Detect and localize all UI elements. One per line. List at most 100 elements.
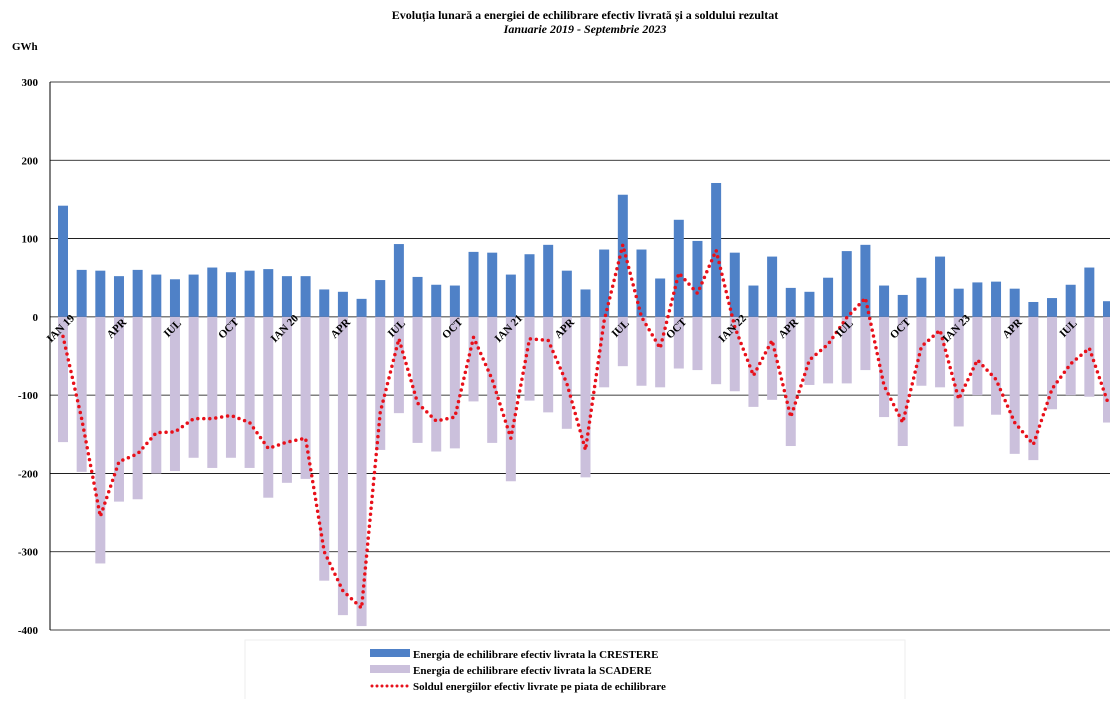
balance-line — [61, 243, 1110, 610]
bar — [916, 316, 927, 386]
bar — [953, 316, 964, 427]
bar — [580, 289, 591, 317]
bar — [1103, 316, 1110, 423]
bar — [225, 316, 236, 458]
bar — [1009, 288, 1020, 317]
bar — [841, 316, 852, 384]
bar — [561, 270, 572, 317]
bar — [729, 252, 740, 317]
x-tick-label: IUL — [386, 318, 408, 340]
bar — [188, 274, 199, 317]
bar — [785, 287, 796, 317]
bar — [207, 267, 218, 317]
bar — [58, 316, 68, 443]
x-tick-label: IUL — [1057, 318, 1079, 340]
bar — [169, 279, 180, 317]
bar — [655, 278, 666, 317]
bar — [524, 316, 535, 401]
bar — [1028, 316, 1039, 461]
bar — [337, 316, 348, 616]
bar — [916, 277, 927, 317]
bar — [356, 316, 367, 627]
bar — [393, 316, 404, 414]
y-axis-label: GWh — [12, 41, 38, 53]
bar — [935, 256, 946, 317]
bar — [1103, 301, 1110, 317]
bar — [1084, 316, 1095, 397]
bar — [935, 316, 946, 388]
bar — [636, 316, 647, 386]
bar — [599, 316, 610, 388]
bar — [281, 276, 292, 317]
bar — [113, 276, 124, 317]
bar — [692, 240, 703, 317]
bar — [132, 316, 143, 500]
bar — [431, 284, 442, 317]
bar — [207, 316, 218, 468]
bar — [543, 244, 554, 317]
bar — [748, 316, 759, 407]
bar — [244, 316, 255, 468]
bar — [617, 316, 628, 367]
y-tick-label: 100 — [22, 234, 39, 246]
bar — [953, 288, 964, 317]
bar — [841, 251, 852, 317]
bar — [972, 282, 983, 317]
bar — [263, 316, 274, 498]
bar — [393, 244, 404, 317]
bar — [823, 277, 834, 317]
bar — [375, 280, 386, 317]
bar — [879, 316, 890, 418]
bar — [412, 276, 423, 317]
bar — [132, 269, 143, 317]
bar — [991, 316, 1002, 415]
bar — [580, 316, 591, 478]
bar — [543, 316, 554, 413]
bar — [1047, 298, 1058, 317]
bar — [804, 291, 815, 317]
y-tick-label: -200 — [18, 468, 39, 480]
bar — [225, 272, 236, 317]
bar — [636, 249, 647, 317]
bar — [300, 316, 311, 479]
bar — [468, 316, 479, 402]
bar — [449, 285, 460, 317]
bar — [879, 285, 890, 317]
x-tick-label: IUL — [833, 318, 855, 340]
bar — [412, 316, 423, 443]
bar — [95, 270, 106, 317]
bar — [729, 316, 740, 392]
bar — [1028, 301, 1039, 317]
bar — [823, 316, 834, 384]
bar — [785, 316, 796, 447]
legend-label: Energia de echilibrare efectiv livrata l… — [413, 665, 652, 677]
bar — [860, 316, 871, 371]
bar — [1009, 316, 1020, 454]
bar — [711, 316, 722, 385]
bar — [468, 251, 479, 317]
legend-label: Energia de echilibrare efectiv livrata l… — [413, 649, 658, 661]
bar — [337, 291, 348, 317]
y-tick-label: -300 — [18, 547, 39, 559]
y-tick-label: -100 — [18, 390, 39, 402]
bar — [748, 285, 759, 317]
bar — [804, 316, 815, 385]
bar — [897, 294, 908, 317]
bar — [505, 274, 516, 317]
bar — [76, 316, 87, 472]
x-tick-label: IUL — [610, 318, 632, 340]
bar — [991, 281, 1002, 317]
bar — [860, 244, 871, 317]
bar — [767, 316, 778, 400]
bar — [487, 252, 498, 317]
bar — [1084, 267, 1095, 317]
bar — [151, 274, 162, 317]
bar — [319, 289, 330, 317]
bar — [599, 249, 610, 317]
bar — [505, 316, 516, 482]
bar — [263, 269, 274, 317]
bar — [300, 276, 311, 317]
x-tick-label: IUL — [162, 318, 184, 340]
bar — [972, 316, 983, 396]
y-tick-label: 0 — [33, 312, 39, 324]
